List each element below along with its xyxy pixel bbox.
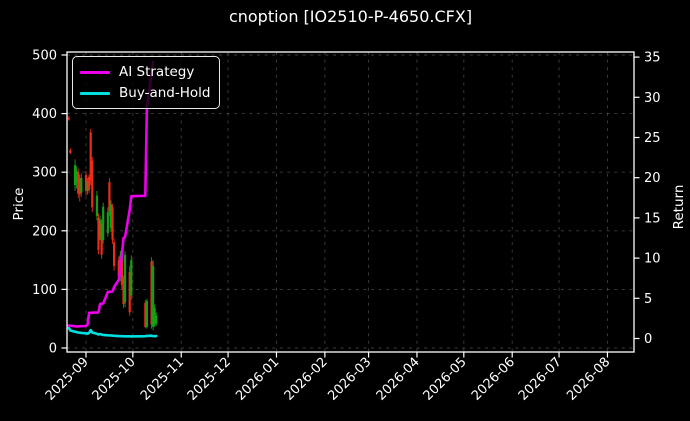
return-tick-label: 15 <box>644 211 661 226</box>
price-tick-label: 500 <box>32 49 57 64</box>
candle-body <box>109 204 113 228</box>
price-tick-label: 100 <box>32 283 57 298</box>
candle-body <box>117 260 120 277</box>
candle-body <box>153 308 156 325</box>
return-tick-label: 30 <box>644 91 661 106</box>
candle-body <box>145 301 148 327</box>
return-tick-label: 35 <box>644 51 661 66</box>
buy-and-hold-line <box>67 326 158 338</box>
candle-body <box>123 254 127 303</box>
legend-item-buy-and-hold: Buy-and-Hold <box>80 85 213 101</box>
candle-body <box>152 265 155 327</box>
date-tick-label: 2026-08 <box>564 355 613 404</box>
candle-body <box>97 217 100 251</box>
chart-title: cnoption [IO2510-P-4650.CFX] <box>228 7 473 26</box>
date-tick-label: 2025-09 <box>43 355 92 404</box>
candle-body <box>69 149 72 153</box>
legend-item-ai-strategy: AI Strategy <box>80 64 213 80</box>
ai-strategy-line-swatch <box>80 70 110 74</box>
candle-body <box>108 182 111 212</box>
candle-body <box>120 258 124 285</box>
return-tick-label: 25 <box>644 131 661 146</box>
date-tick-label: 2025-11 <box>138 355 187 404</box>
candle-body <box>77 172 80 194</box>
price-tick-label: 200 <box>32 224 57 239</box>
ai-strategy-line <box>67 60 155 328</box>
date-tick-label: 2026-01 <box>233 355 282 404</box>
candle-body <box>88 176 91 190</box>
plot-border <box>66 51 635 353</box>
candle-body <box>95 195 99 217</box>
price-tick-label: 400 <box>32 107 57 122</box>
date-tick-label: 2026-06 <box>469 355 518 404</box>
candle-body <box>155 315 158 324</box>
buy-and-hold-line-swatch <box>80 91 110 95</box>
candle-body <box>113 242 116 266</box>
date-tick-label: 2025-10 <box>90 355 139 404</box>
ai-strategy-legend-label: AI Strategy <box>119 64 195 80</box>
candle-body <box>75 171 78 183</box>
candle-body <box>122 278 125 305</box>
legend: AI Strategy Buy-and-Hold <box>72 56 220 109</box>
candle-body <box>78 178 81 195</box>
candle-body <box>150 261 153 325</box>
date-tick-label: 2026-03 <box>325 355 374 404</box>
date-tick-label: 2026-07 <box>516 355 565 404</box>
candle-body <box>98 220 102 237</box>
candle-body <box>89 132 92 181</box>
candle-body <box>102 206 105 241</box>
candle-body <box>86 181 89 191</box>
return-tick-label: 10 <box>644 252 661 267</box>
price-tick-label: 300 <box>32 166 57 181</box>
candle-body <box>106 212 109 234</box>
date-tick-label: 2026-02 <box>282 355 331 404</box>
candle-body <box>128 271 131 313</box>
date-tick-label: 2026-05 <box>421 355 470 404</box>
date-tick-label: 2026-04 <box>374 355 423 404</box>
buy-and-hold-legend-label: Buy-and-Hold <box>119 85 211 101</box>
candle-body <box>130 260 133 296</box>
candle-body <box>73 165 77 186</box>
return-tick-label: 0 <box>644 332 652 347</box>
candle-body <box>84 175 88 191</box>
return-tick-label: 20 <box>644 171 661 186</box>
candle-body <box>67 117 70 120</box>
return-tick-label: 5 <box>644 292 652 307</box>
candle-body <box>111 207 114 240</box>
date-tick-label: 2025-12 <box>185 355 234 404</box>
candle-body <box>100 223 103 255</box>
candle-body <box>91 160 94 208</box>
price-tick-label: 0 <box>49 342 57 357</box>
candle-body <box>80 178 83 193</box>
candle-body <box>144 302 147 327</box>
